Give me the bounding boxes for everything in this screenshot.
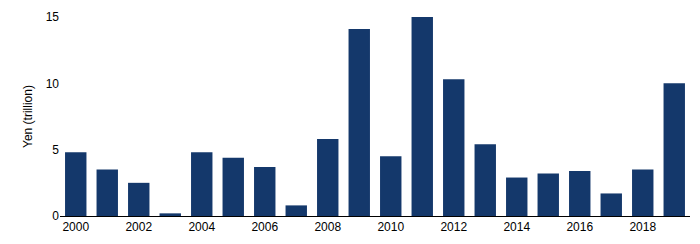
svg-text:2002: 2002 [125,220,152,234]
svg-text:2016: 2016 [566,220,593,234]
svg-text:15: 15 [46,10,60,24]
svg-text:2012: 2012 [440,220,467,234]
svg-text:2008: 2008 [314,220,341,234]
svg-text:2000: 2000 [62,220,89,234]
svg-text:10: 10 [46,77,60,91]
svg-text:2010: 2010 [377,220,404,234]
svg-text:0: 0 [52,209,59,223]
svg-text:5: 5 [52,143,59,157]
svg-text:2006: 2006 [251,220,278,234]
svg-text:Yen (trillion): Yen (trillion) [21,85,35,148]
svg-text:2004: 2004 [188,220,215,234]
svg-text:2014: 2014 [503,220,530,234]
svg-text:2018: 2018 [629,220,656,234]
